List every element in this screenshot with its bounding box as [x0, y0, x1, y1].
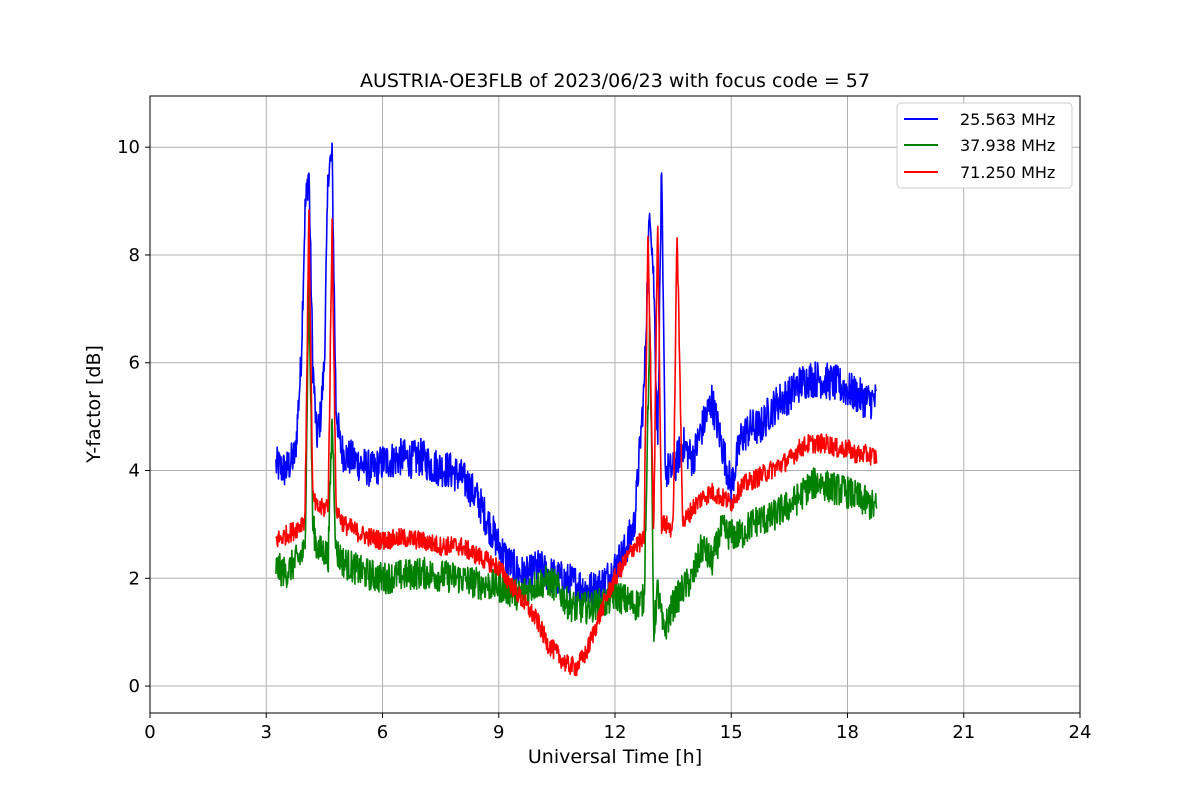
- x-tick-label: 6: [377, 722, 388, 743]
- legend-label-1: 37.938 MHz: [960, 136, 1055, 155]
- x-tick-label: 3: [261, 722, 272, 743]
- y-tick-label: 6: [129, 353, 140, 374]
- y-tick-label: 4: [129, 461, 140, 482]
- y-tick-label: 10: [117, 137, 140, 158]
- legend: 25.563 MHz 37.938 MHz 71.250 MHz: [896, 102, 1073, 189]
- x-tick-label: 21: [952, 722, 975, 743]
- series-line-2: [275, 208, 878, 677]
- x-tick-label: 18: [836, 722, 859, 743]
- y-axis-label: Y-factor [dB]: [83, 345, 105, 464]
- series-line-1: [275, 279, 878, 643]
- x-tick-label: 24: [1069, 722, 1092, 743]
- x-tick-label: 9: [493, 722, 504, 743]
- chart-title: AUSTRIA-OE3FLB of 2023/06/23 with focus …: [360, 70, 870, 92]
- x-tick-label: 12: [604, 722, 627, 743]
- y-axis: 0 2 4 6 8 10: [117, 137, 150, 697]
- grid: [149, 96, 1081, 713]
- x-axis-label: Universal Time [h]: [528, 746, 702, 768]
- plot-lines: [275, 142, 878, 677]
- x-tick-label: 0: [144, 722, 155, 743]
- legend-label-2: 71.250 MHz: [960, 163, 1055, 182]
- x-tick-label: 15: [720, 722, 743, 743]
- x-axis: 0 3 6 9 12 15 18 21 24: [144, 713, 1091, 743]
- legend-label-0: 25.563 MHz: [960, 110, 1055, 129]
- y-tick-label: 0: [129, 676, 140, 697]
- y-tick-label: 8: [129, 245, 140, 266]
- y-tick-label: 2: [129, 568, 140, 589]
- legend-frame: [896, 102, 1073, 189]
